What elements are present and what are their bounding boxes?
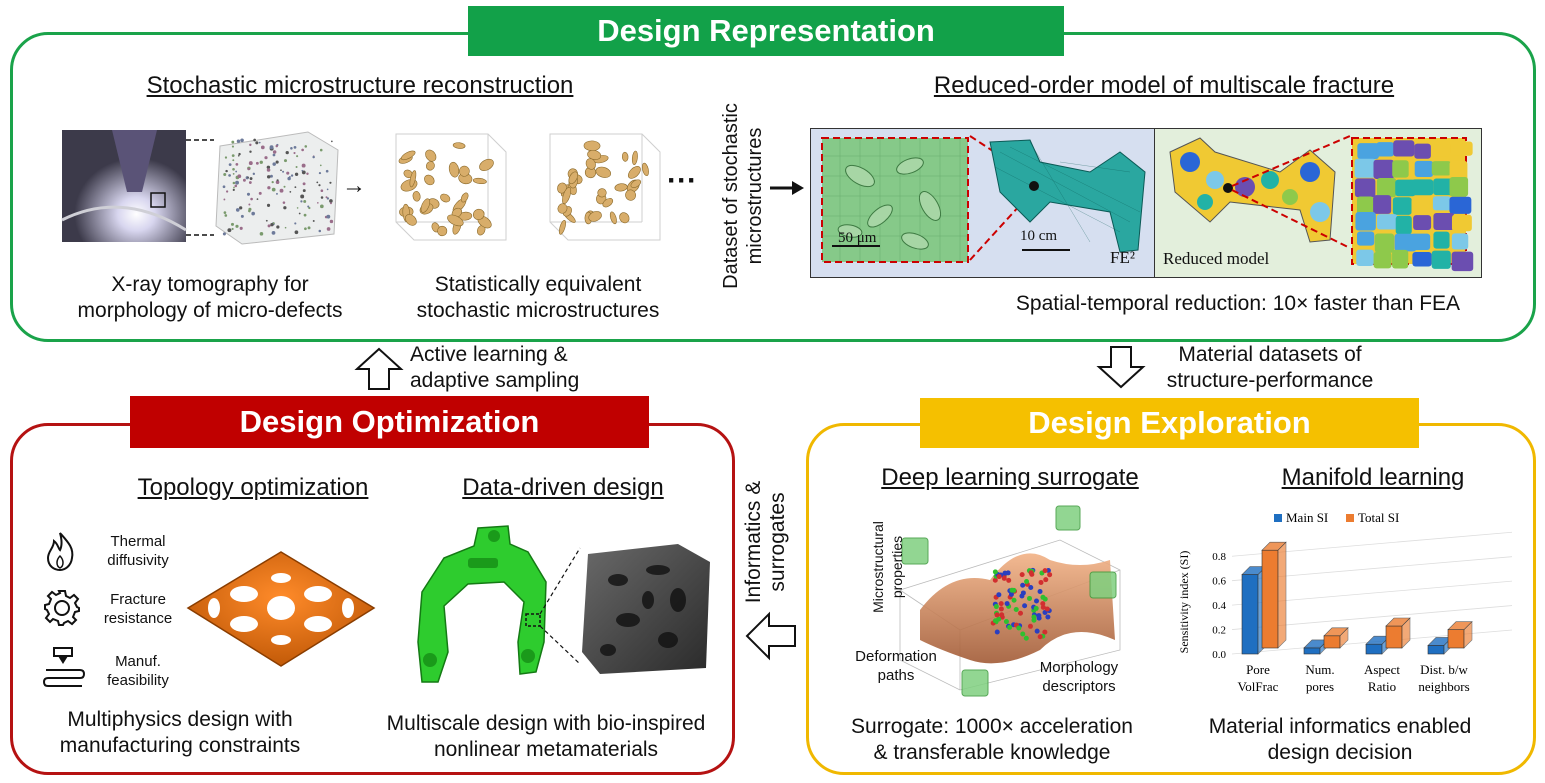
reduced-macro-specimen <box>1169 135 1351 249</box>
y-tick-label: 0.8 <box>1212 551 1226 563</box>
bar-side <box>1401 617 1411 649</box>
printer-nozzle-icon <box>42 647 86 687</box>
bar-side <box>1277 541 1287 649</box>
bar-total-si <box>1385 625 1403 649</box>
flame-icon <box>46 532 74 572</box>
fe2-macro-specimen <box>969 135 1146 261</box>
rom-heading: Reduced-order model of multiscale fractu… <box>933 72 1395 99</box>
scale-macro: 10 cm <box>1020 228 1058 244</box>
sensitivity-chart: Main SI Total SI Sensitivity index (SI) 0.0… <box>1177 510 1513 694</box>
bar-main-si <box>1365 643 1383 655</box>
reduced-micro-cell <box>1351 137 1474 272</box>
design-optimization-title: Design Optimization <box>130 396 649 448</box>
metamaterial-cube <box>582 544 710 674</box>
manufacturing-label: Manuf. feasibility <box>107 653 169 689</box>
bar-main-si <box>1303 647 1321 655</box>
y-axis-label: Sensitivity index (SI) <box>1177 551 1191 654</box>
tomography-cube <box>215 131 339 245</box>
datadriven-heading: Data-driven design <box>462 474 664 501</box>
axis-deformation: Deformation paths <box>855 648 937 684</box>
statistical-caption: Statistically equivalent stochastic micr… <box>416 273 660 322</box>
microstructure-cube-2 <box>549 133 661 241</box>
dataset-arrow <box>770 181 804 195</box>
category-label: Ratio <box>1368 679 1396 694</box>
category-label: VolFrac <box>1238 679 1279 694</box>
surrogate-surface-plot <box>899 505 1121 697</box>
bar-total-si <box>1261 549 1279 649</box>
more-ellipsis: ··· <box>667 164 697 197</box>
reconstruction-arrow: → <box>342 172 366 199</box>
metamaterial-zoom-lines <box>539 547 581 665</box>
y-tick-label: 0.4 <box>1212 600 1226 612</box>
legend-swatch <box>1346 514 1354 522</box>
axis-microstructural: Microstructural properties <box>870 521 905 613</box>
category-label: Aspect <box>1364 662 1400 677</box>
stochastic-heading: Stochastic microstructure reconstruction <box>146 72 574 99</box>
y-tick-label: 0.6 <box>1212 576 1226 588</box>
category-label: Pore <box>1246 662 1270 677</box>
deep-learning-heading: Deep learning surrogate <box>881 464 1139 491</box>
manifold-heading: Manifold learning <box>1281 464 1465 491</box>
reduction-caption: Spatial-temporal reduction: 10× faster t… <box>1015 292 1461 315</box>
xray-photo <box>61 130 187 242</box>
xray-caption: X-ray tomography for morphology of micro… <box>77 273 343 322</box>
thermal-label: Thermal diffusivity <box>107 533 169 569</box>
bar-total-si <box>1323 635 1341 649</box>
gear-icon <box>44 590 80 626</box>
active-learning-label: Active learning & adaptive sampling <box>410 343 580 392</box>
multiscale-caption: Multiscale design with bio-inspired nonl… <box>386 712 706 761</box>
design-exploration-title: Design Exploration <box>920 398 1419 448</box>
category-label: Dist. b/w <box>1420 662 1468 677</box>
material-datasets-arrow <box>1096 346 1146 389</box>
surrogate-caption: Surrogate: 1000× acceleration & transfer… <box>851 715 1133 764</box>
material-datasets-label: Material datasets of structure-performan… <box>1166 343 1374 392</box>
y-tick-label: 0.2 <box>1212 625 1226 637</box>
topology-heading: Topology optimization <box>137 474 369 501</box>
scale-micro: 50 μm <box>838 230 877 246</box>
active-learning-arrow <box>354 347 404 390</box>
bar-main-si <box>1427 645 1445 655</box>
bar-main-si <box>1241 574 1259 655</box>
legend-label: Main SI <box>1286 510 1328 525</box>
fe2-label: FE² <box>1110 248 1135 267</box>
microstructure-cube-1 <box>395 133 507 241</box>
bio-inspired-gripper <box>417 525 547 683</box>
topology-structure <box>186 551 376 667</box>
dataset-label: Dataset of stochastic microstructures <box>720 103 766 289</box>
y-tick-label: 0.0 <box>1212 649 1226 661</box>
design-representation-title: Design Representation <box>468 6 1064 56</box>
axis-morphology: Morphology descriptors <box>1039 659 1119 695</box>
bar-total-si <box>1447 629 1465 649</box>
category-label: pores <box>1306 679 1334 694</box>
legend-label: Total SI <box>1358 510 1399 525</box>
zoom-lines <box>186 139 214 236</box>
fracture-label: Fracture resistance <box>103 591 173 627</box>
category-label: neighbors <box>1418 679 1469 694</box>
informatics-arrow <box>745 611 796 661</box>
bar-side <box>1463 620 1473 649</box>
multiphysics-caption: Multiphysics design with manufacturing c… <box>59 708 301 757</box>
fe2-micro-cell <box>821 137 969 263</box>
reduced-model-label: Reduced model <box>1163 249 1270 268</box>
informatics-caption: Material informatics enabled design deci… <box>1208 715 1472 764</box>
legend-swatch <box>1274 514 1282 522</box>
bar-side <box>1339 627 1349 649</box>
category-label: Num. <box>1305 662 1334 677</box>
